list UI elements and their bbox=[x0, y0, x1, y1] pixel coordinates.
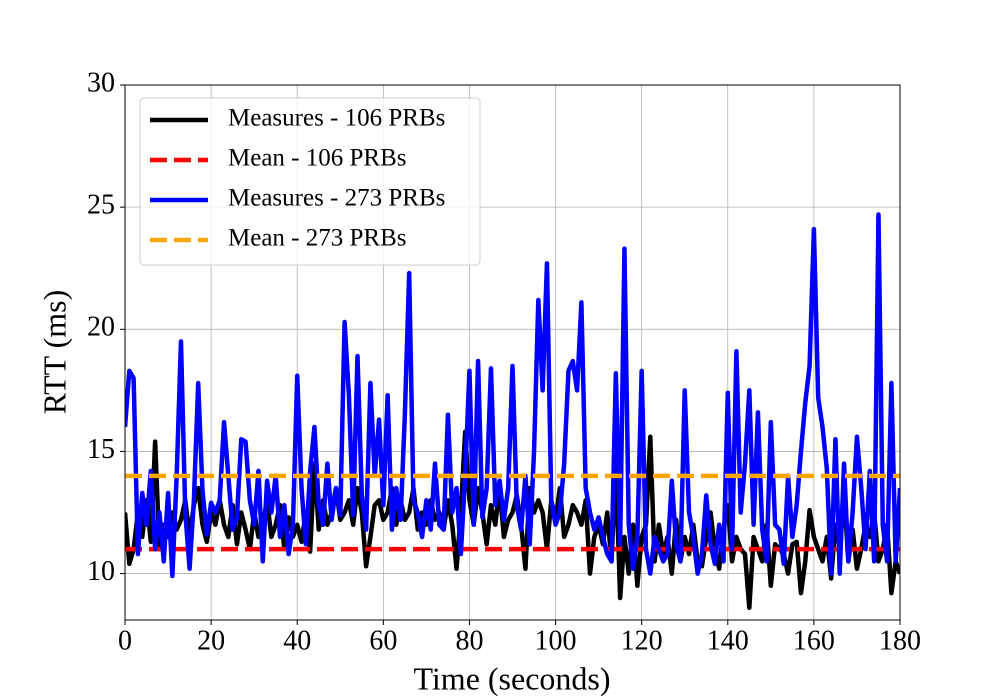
x-tick-label: 100 bbox=[535, 625, 577, 656]
x-tick-label: 180 bbox=[879, 625, 921, 656]
legend-label: Measures - 106 PRBs bbox=[228, 105, 445, 132]
x-tick-label: 160 bbox=[793, 625, 835, 656]
plot-frame bbox=[124, 84, 901, 621]
y-tick-label: 25 bbox=[87, 190, 115, 221]
legend-label: Mean - 273 PRBs bbox=[228, 225, 406, 252]
x-tick-label: 120 bbox=[621, 625, 663, 656]
x-tick-label: 40 bbox=[283, 625, 311, 656]
y-tick-label: 20 bbox=[87, 312, 115, 343]
legend-label: Measures - 273 PRBs bbox=[228, 185, 445, 212]
y-tick-label: 30 bbox=[87, 67, 115, 98]
series-line bbox=[125, 212, 900, 579]
x-tick-label: 0 bbox=[118, 625, 132, 656]
y-tick-label: 15 bbox=[87, 434, 115, 465]
x-tick-label: 140 bbox=[707, 625, 749, 656]
y-axis-label: RTT (ms) bbox=[36, 290, 72, 415]
x-tick-label: 20 bbox=[197, 625, 225, 656]
legend-label: Mean - 106 PRBs bbox=[228, 145, 406, 172]
legend-box bbox=[139, 97, 481, 266]
x-tick-label: 80 bbox=[455, 625, 483, 656]
y-tick-label: 10 bbox=[87, 556, 115, 587]
x-axis-label: Time (seconds) bbox=[413, 660, 610, 696]
plot-area bbox=[125, 212, 900, 611]
x-tick-label: 60 bbox=[369, 625, 397, 656]
